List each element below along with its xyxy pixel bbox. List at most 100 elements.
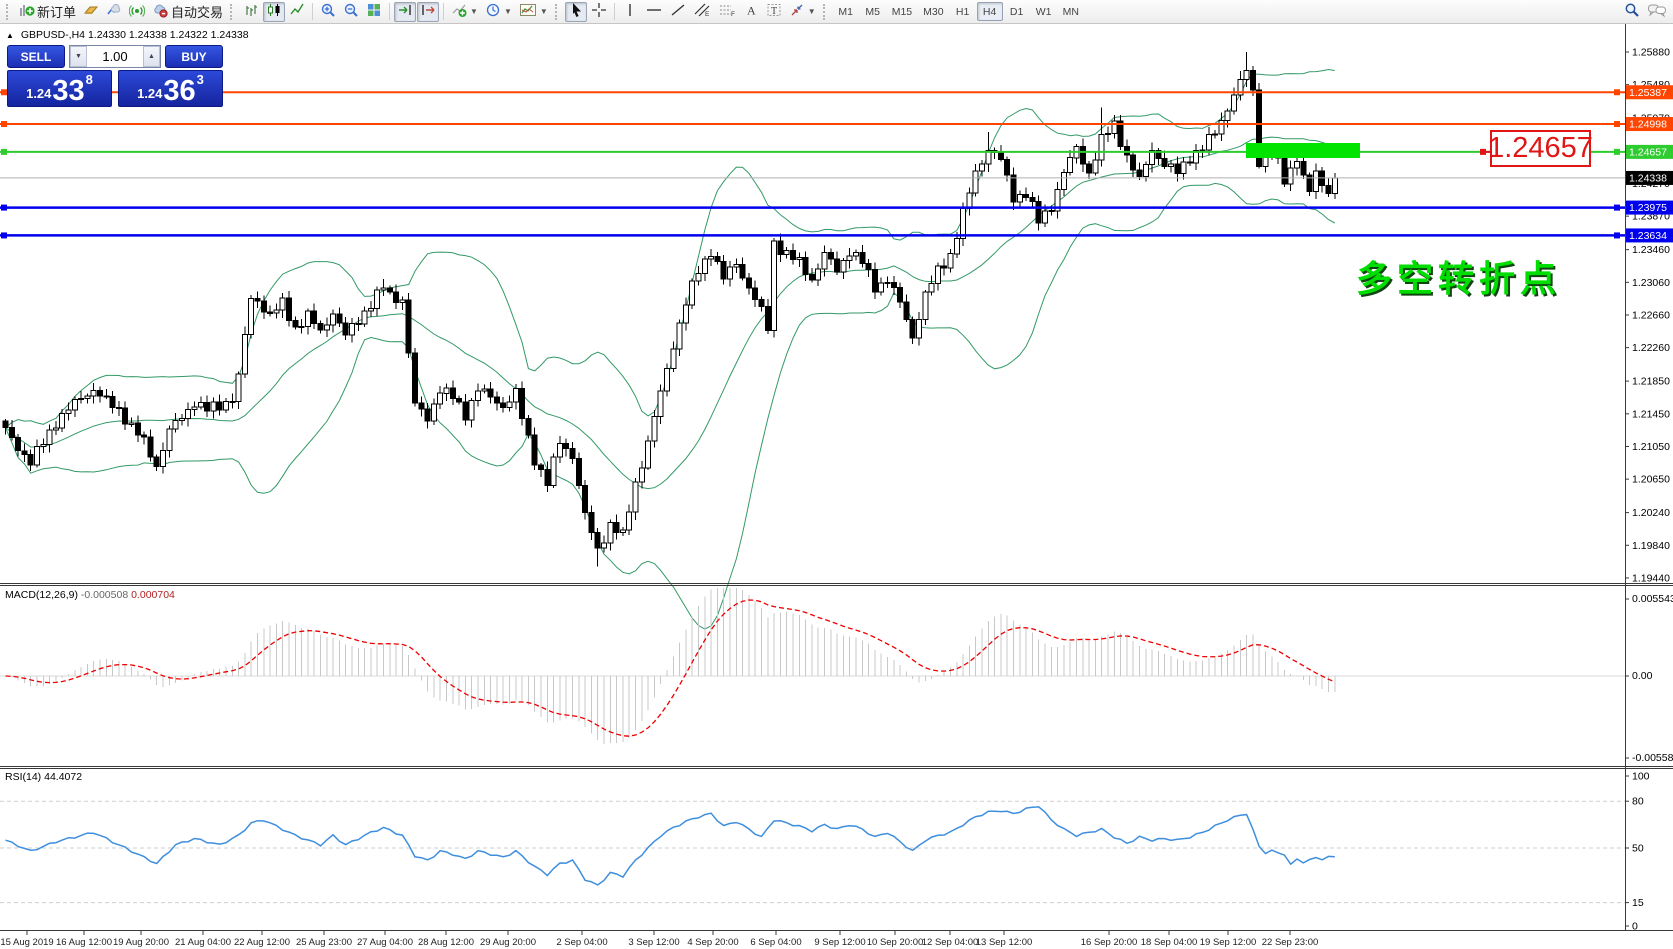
horizontal-line-button[interactable] bbox=[642, 2, 666, 22]
timeframe-m30-button[interactable]: M30 bbox=[923, 5, 944, 18]
svg-text:50: 50 bbox=[1632, 843, 1644, 855]
svg-text:1.21850: 1.21850 bbox=[1632, 376, 1670, 388]
toolbar-grip[interactable] bbox=[230, 3, 236, 20]
fibonacci-icon: F bbox=[718, 2, 736, 21]
zoom-in-button[interactable] bbox=[317, 2, 339, 22]
buy-price-big: 36 bbox=[163, 75, 196, 107]
timeframe-m5-button[interactable]: M5 bbox=[865, 5, 881, 18]
auto-scroll-icon bbox=[397, 2, 413, 21]
price-level-box[interactable]: 1.24657 bbox=[1488, 130, 1593, 167]
volume-control: ▼ 1.00 ▲ bbox=[69, 45, 161, 68]
bar-chart-button[interactable] bbox=[240, 2, 262, 22]
crosshair-icon bbox=[591, 2, 607, 21]
svg-text:1.21450: 1.21450 bbox=[1632, 408, 1670, 420]
autotrading-button[interactable]: 自动交易 bbox=[149, 2, 226, 22]
vertical-line-button[interactable] bbox=[619, 2, 641, 22]
dropdown-arrow-icon: ▼ bbox=[503, 7, 512, 16]
line-chart-button[interactable] bbox=[286, 2, 308, 22]
volume-decrease-button[interactable]: ▼ bbox=[70, 46, 87, 67]
sell-button[interactable]: SELL bbox=[7, 45, 65, 68]
trendline-button[interactable] bbox=[667, 2, 689, 22]
macd-value-main: -0.000508 bbox=[80, 589, 129, 601]
chart-shift-button[interactable] bbox=[417, 1, 440, 22]
svg-text:1.21050: 1.21050 bbox=[1632, 441, 1670, 453]
toolbar-grip[interactable] bbox=[6, 3, 12, 20]
svg-text:19 Aug 20:00: 19 Aug 20:00 bbox=[113, 937, 169, 948]
svg-text:13 Sep 12:00: 13 Sep 12:00 bbox=[976, 937, 1033, 948]
collapse-panel-icon[interactable]: ▲ bbox=[6, 31, 14, 40]
periods-button[interactable]: ▼ bbox=[482, 2, 515, 22]
candlestick-chart-button[interactable] bbox=[263, 1, 286, 22]
text-tool-button[interactable]: A bbox=[740, 2, 762, 22]
ohlc-low: 1.24322 bbox=[169, 29, 208, 41]
chart-symbol-period: GBPUSD-,H4 bbox=[20, 29, 86, 41]
svg-text:12 Sep 04:00: 12 Sep 04:00 bbox=[922, 937, 979, 948]
timeframe-h4-button[interactable]: H4 bbox=[976, 2, 1003, 21]
dropdown-arrow-icon: ▼ bbox=[539, 7, 548, 16]
chat-button[interactable] bbox=[1644, 2, 1670, 22]
templates-button[interactable]: ▼ bbox=[516, 2, 551, 22]
horizontal-level-lines bbox=[0, 89, 1625, 239]
indicators-icon bbox=[451, 2, 467, 21]
rsi-label: RSI(14) 44.4072 bbox=[5, 771, 82, 783]
svg-text:A: A bbox=[747, 4, 756, 18]
new-order-label: 新订单 bbox=[37, 5, 77, 20]
highlight-zone-rect[interactable] bbox=[1246, 143, 1360, 158]
svg-text:1.23060: 1.23060 bbox=[1632, 277, 1670, 289]
svg-text:19 Sep 12:00: 19 Sep 12:00 bbox=[1200, 937, 1257, 948]
toolbar-grip[interactable] bbox=[554, 3, 561, 20]
svg-text:1.22660: 1.22660 bbox=[1632, 309, 1670, 321]
turning-point-annotation[interactable]: 多空转折点 bbox=[1356, 258, 1562, 299]
tile-windows-button[interactable] bbox=[363, 2, 385, 22]
macd-axis: 0.005543 0.00 -0.005583 bbox=[1625, 593, 1673, 764]
auto-scroll-button[interactable] bbox=[394, 1, 417, 22]
svg-text:9 Sep 12:00: 9 Sep 12:00 bbox=[814, 937, 865, 948]
indicators-button[interactable]: ▼ bbox=[448, 2, 481, 22]
timeframe-h1-button[interactable]: H1 bbox=[955, 5, 970, 18]
svg-text:1.19440: 1.19440 bbox=[1632, 572, 1670, 584]
svg-text:18 Sep 04:00: 18 Sep 04:00 bbox=[1141, 937, 1198, 948]
crosshair-button[interactable] bbox=[588, 2, 610, 22]
text-label-button[interactable]: T bbox=[763, 2, 785, 22]
channel-icon: E bbox=[693, 2, 711, 21]
volume-increase-button[interactable]: ▲ bbox=[143, 46, 160, 67]
search-button[interactable] bbox=[1621, 2, 1643, 22]
timeframe-m15-button[interactable]: M15 bbox=[891, 5, 913, 18]
arrows-tool-button[interactable]: ▼ bbox=[786, 2, 819, 22]
sell-price-display[interactable]: 1.24 33 8 bbox=[7, 70, 112, 107]
zoom-out-icon bbox=[343, 2, 359, 21]
svg-text:1.23634: 1.23634 bbox=[1629, 230, 1667, 242]
main-toolbar: 新订单 自动交易 ▼ ▼ bbox=[0, 0, 1673, 24]
svg-text:0: 0 bbox=[1632, 921, 1638, 933]
macd-name: MACD(12,26,9) bbox=[5, 589, 78, 601]
buy-price-display[interactable]: 1.24 36 3 bbox=[118, 70, 223, 107]
candlestick-chart-icon bbox=[266, 2, 282, 21]
autotrading-icon bbox=[152, 2, 169, 21]
signals-button[interactable] bbox=[126, 2, 148, 22]
fibonacci-button[interactable]: F bbox=[715, 2, 739, 22]
cursor-button[interactable] bbox=[564, 1, 587, 22]
market-watch-button[interactable] bbox=[80, 2, 102, 22]
pane-frame bbox=[0, 24, 1673, 931]
timeframe-mn-button[interactable]: MN bbox=[1062, 5, 1079, 18]
tile-windows-icon bbox=[366, 2, 382, 21]
timeframe-w1-button[interactable]: W1 bbox=[1035, 5, 1052, 18]
autotrading-label: 自动交易 bbox=[171, 5, 224, 20]
new-order-button[interactable]: 新订单 bbox=[16, 2, 79, 22]
svg-text:F: F bbox=[731, 11, 735, 18]
clock-icon bbox=[485, 2, 501, 21]
toolbar-grip[interactable] bbox=[822, 3, 829, 20]
timeframe-m1-button[interactable]: M1 bbox=[838, 5, 854, 18]
ohlc-high: 1.24338 bbox=[128, 29, 167, 41]
timeframe-d1-button[interactable]: D1 bbox=[1009, 5, 1024, 18]
zoom-in-icon bbox=[320, 2, 336, 21]
publish-chart-button[interactable] bbox=[103, 2, 125, 22]
text-label-icon: T bbox=[766, 2, 782, 21]
zoom-out-button[interactable] bbox=[340, 2, 362, 22]
candles-layer bbox=[2, 52, 1338, 567]
svg-text:2 Sep 04:00: 2 Sep 04:00 bbox=[556, 937, 607, 948]
equidistant-channel-button[interactable]: E bbox=[690, 2, 714, 22]
buy-button[interactable]: BUY bbox=[165, 45, 223, 68]
volume-input[interactable]: 1.00 bbox=[102, 49, 128, 64]
